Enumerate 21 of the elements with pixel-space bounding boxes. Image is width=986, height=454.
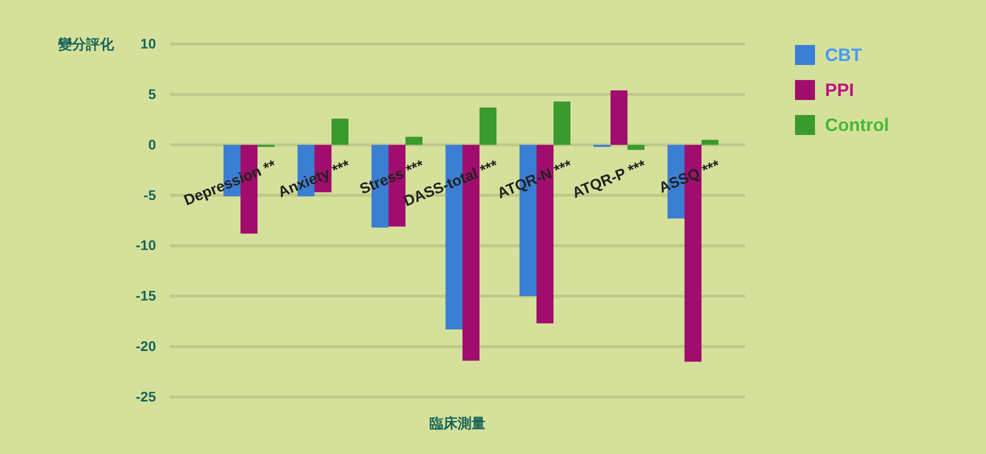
legend-label: CBT (825, 45, 862, 65)
y-tick-label: -20 (136, 338, 156, 354)
x-axis-title: 臨床測量 (430, 415, 486, 431)
y-tick-label: 5 (148, 86, 156, 102)
bar (406, 136, 422, 145)
y-tick-label: -25 (136, 388, 156, 404)
bar (702, 140, 718, 145)
bar (480, 108, 496, 145)
x-tick-label: ASSQ *** (656, 156, 723, 197)
y-tick-label: -5 (144, 186, 156, 203)
bar (332, 118, 348, 145)
y-tick-label: 10 (140, 35, 156, 52)
bar (628, 144, 644, 150)
y-tick-label: -15 (136, 288, 156, 304)
bar (610, 90, 628, 145)
legend-label: PPI (825, 80, 854, 100)
bar (554, 101, 570, 145)
y-tick-label: -10 (136, 237, 156, 254)
y-tick-label: 0 (148, 136, 156, 152)
y-axis-title: 變分評化 (58, 36, 115, 52)
legend-label: Control (825, 115, 889, 135)
